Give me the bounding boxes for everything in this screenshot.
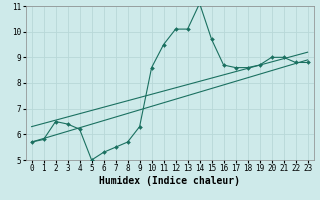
X-axis label: Humidex (Indice chaleur): Humidex (Indice chaleur) <box>99 176 240 186</box>
